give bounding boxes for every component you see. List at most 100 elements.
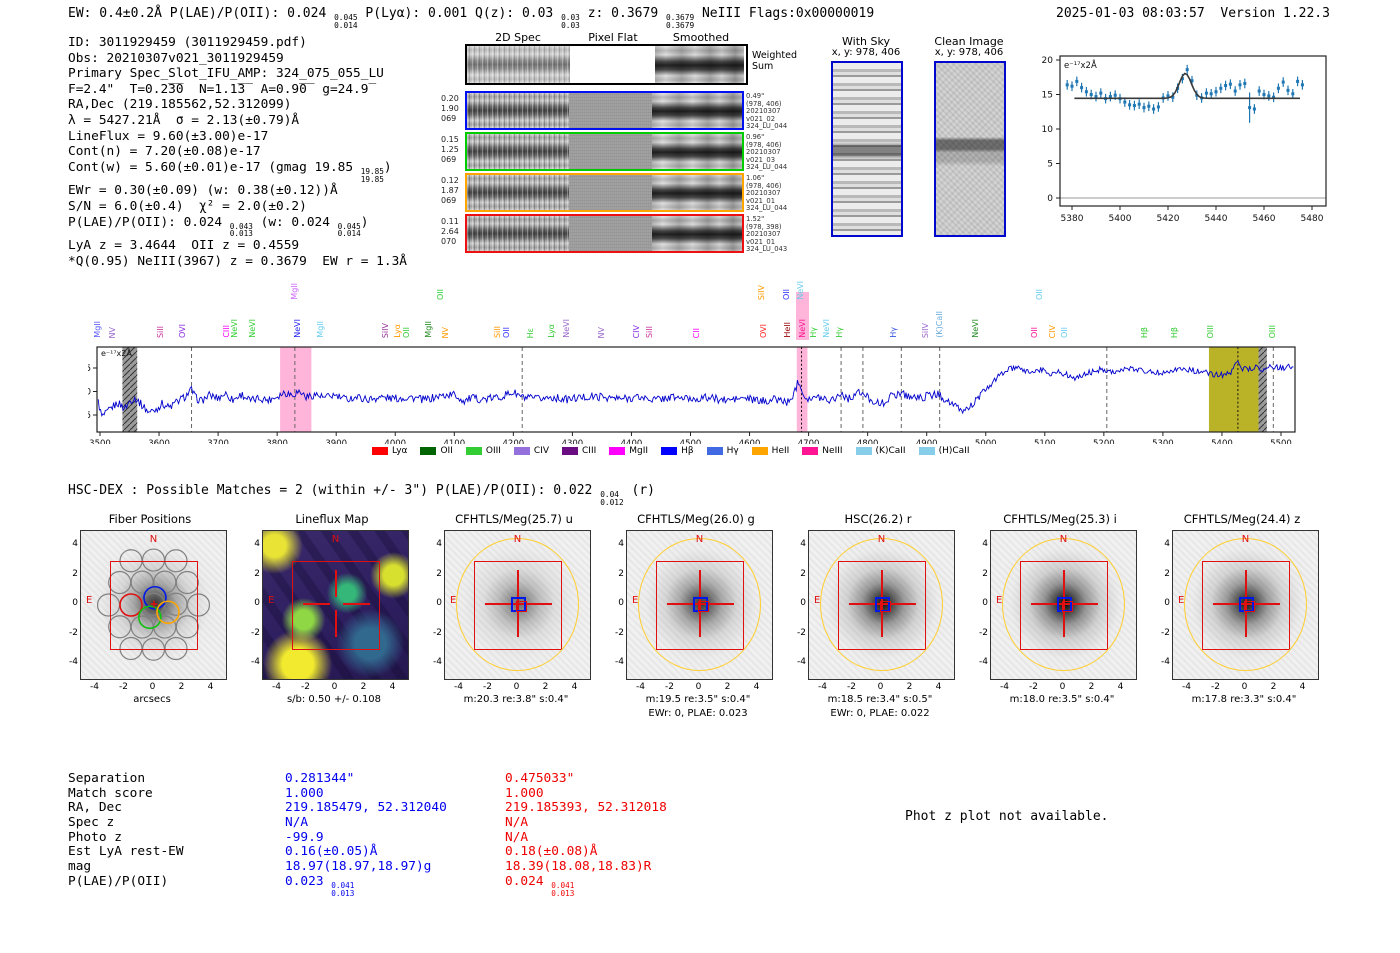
x-tick-label: 4 bbox=[753, 682, 760, 692]
emission-line-label: SiII bbox=[644, 325, 654, 338]
y-tick-label: 0 bbox=[800, 598, 806, 609]
info-line: EWr = 0.30(±0.09) (w: 0.38(±0.12))Å bbox=[68, 183, 407, 199]
x-tick-label: 2 bbox=[906, 682, 913, 692]
text-segment: ) bbox=[383, 159, 392, 175]
emission-line-label: NeVI bbox=[561, 319, 571, 338]
version-label: Version 1.22.3 bbox=[1220, 6, 1330, 21]
st-spec2d-strip bbox=[467, 93, 569, 128]
emission-line-label: HeII bbox=[783, 322, 793, 338]
compass-east: E bbox=[1178, 595, 1185, 606]
fiber-layout bbox=[96, 548, 211, 661]
legend-label: OIII bbox=[485, 446, 501, 456]
compass-north: N bbox=[877, 534, 886, 545]
header-stats-line: EW: 0.4±0.2Å P(LAE)/P(OII): 0.024 0.045 0… bbox=[68, 6, 874, 30]
svg-text:5500: 5500 bbox=[1270, 439, 1292, 444]
legend-swatch bbox=[420, 447, 437, 455]
text-segment: Primary Spec_Slot_IFU_AMP: 324_075_055_L… bbox=[68, 66, 384, 82]
match-row-label: Separation bbox=[68, 771, 146, 786]
info-line: Cont(w) = 5.60(±0.01)e-17 (gmag 19.85 19… bbox=[68, 160, 407, 184]
compass-east: E bbox=[86, 595, 93, 606]
x-tick-label: -4 bbox=[1000, 682, 1009, 692]
emission-line-label: OII bbox=[1060, 326, 1070, 338]
spec2d-header-pixelflat: Pixel Flat bbox=[588, 31, 638, 44]
emission-line-label: Hγ bbox=[834, 327, 844, 338]
match-candidate-1-value: 18.97(18.97,18.97)g bbox=[285, 859, 505, 874]
x-tick-label: 2 bbox=[542, 682, 549, 692]
clean-coords: x, y: 978, 406 bbox=[934, 47, 1004, 58]
svg-text:4000: 4000 bbox=[384, 439, 406, 444]
st-smooth-strip bbox=[652, 216, 742, 251]
svg-text:0: 0 bbox=[1047, 194, 1053, 204]
smoothed-weighted-strip bbox=[655, 46, 744, 83]
match-table-row: P(LAE)/P(OII) 0.023 0.041 0.013 0.024 0.041… bbox=[68, 874, 825, 897]
y-tick-label: 2 bbox=[72, 568, 78, 579]
emission-line-label: NeVI bbox=[796, 281, 806, 300]
text-segment: Cont(w) = 5.60(±0.01)e-17 (gmag 19.85 bbox=[68, 159, 361, 175]
match-table-row: RA, Dec 219.185479, 52.312040 219.185393, … bbox=[68, 800, 825, 815]
spec2d-row: 0.12 1.87 069 1.06" (978, 406) 20210307 v021_0… bbox=[441, 173, 787, 212]
x-tick-label: 0 bbox=[1241, 682, 1248, 692]
x-tick-label: -4 bbox=[454, 682, 463, 692]
cutout-panel: CFHTLS/Meg(26.0) g N E 4 -4 2 -2 0 0 -2 2 -4 4 m:19.5… bbox=[615, 510, 794, 728]
y-tick-label: -4 bbox=[615, 657, 624, 668]
y-tick-label: 4 bbox=[254, 539, 260, 549]
y-tick-label: 2 bbox=[254, 568, 260, 579]
svg-text:5460: 5460 bbox=[1253, 214, 1276, 224]
y-tick-label: 2 bbox=[618, 568, 624, 579]
match-candidate-2-value: 0.475033" bbox=[505, 771, 825, 786]
x-tick-label: 2 bbox=[724, 682, 731, 692]
match-candidate-2-value: 0.024 0.041 0.013 bbox=[505, 874, 825, 898]
y-tick-label: -2 bbox=[979, 627, 988, 638]
text-segment: F=2.4" T=0.2̅3̅0 N=1.1̅3̅ A=0.9̅0̅ g=24.… bbox=[68, 81, 369, 97]
info-line: λ = 5427.21Å σ = 2.13(±0.79)Å bbox=[68, 113, 407, 129]
text-segment: (r) bbox=[623, 483, 656, 498]
legend-swatch bbox=[855, 447, 872, 455]
legend-swatch bbox=[706, 447, 723, 455]
extraction-region-box bbox=[292, 561, 380, 650]
legend-label: (H)CaII bbox=[938, 446, 970, 456]
emission-line-label: NeVI bbox=[247, 319, 257, 338]
x-tick-label: 0 bbox=[513, 682, 520, 692]
emission-line-label: OIII bbox=[1206, 324, 1216, 338]
info-line: *Q(0.95) NeIII(3967) z = 0.3679 EW r = 1… bbox=[68, 254, 407, 270]
match-candidate-2-value: 0.18(±0.08)Å bbox=[505, 844, 825, 859]
info-line: F=2.4" T=0.2̅3̅0 N=1.1̅3̅ A=0.9̅0̅ g=24.… bbox=[68, 82, 407, 98]
cutout-panel: CFHTLS/Meg(25.3) i N E 4 -4 2 -2 0 0 -2 2 -4 4 m:18.0… bbox=[979, 510, 1158, 728]
y-tick-label: -2 bbox=[251, 627, 260, 638]
info-line: P(LAE)/P(OII): 0.024 0.043 0.013 (w: 0.02… bbox=[68, 215, 407, 239]
legend-label: CIV bbox=[533, 446, 550, 456]
svg-text:3800: 3800 bbox=[266, 439, 288, 444]
legend-item: HeII bbox=[751, 446, 790, 456]
x-tick-label: -2 bbox=[847, 682, 856, 692]
legend-item: (K)CaII bbox=[855, 446, 906, 456]
text-segment: 219.185393, 52.312018 bbox=[505, 800, 667, 816]
x-tick-label: -4 bbox=[272, 682, 281, 692]
uncertainty-fraction: 19.85 19.85 bbox=[360, 166, 384, 184]
svg-text:3900: 3900 bbox=[325, 439, 347, 444]
x-tick-label: 0 bbox=[1059, 682, 1066, 692]
fiber-id-label: 0.96" (978, 406) 20210307 v021_03 324_LU_044 bbox=[746, 133, 788, 172]
legend-label: (K)CaII bbox=[875, 446, 906, 456]
match-row-label: Est LyA rest-EW bbox=[68, 844, 184, 860]
compass-north: N bbox=[1059, 534, 1068, 545]
y-tick-label: 2 bbox=[1164, 568, 1170, 579]
weighted-sum-label: Weighted Sum bbox=[752, 50, 797, 72]
legend-label: MgII bbox=[629, 446, 649, 456]
legend-label: HeII bbox=[771, 446, 790, 456]
catalog-match-table: Separation 0.281344" 0.475033" Match score 1… bbox=[68, 771, 825, 897]
svg-text:4800: 4800 bbox=[857, 439, 879, 444]
match-candidate-1-value: -99.9 bbox=[285, 830, 505, 845]
fiber-id-label: 1.52" (978, 398) 20210307 v021_01 324_LU_043 bbox=[746, 215, 788, 254]
y-tick-label: 0 bbox=[618, 598, 624, 609]
emission-line-label: OII bbox=[1034, 288, 1044, 300]
aperture-ellipse bbox=[1184, 538, 1307, 671]
aperture-ellipse bbox=[1002, 538, 1125, 671]
x-tick-label: -2 bbox=[1211, 682, 1220, 692]
y-tick-label: 0 bbox=[1164, 598, 1170, 609]
legend-label: Lyα bbox=[392, 446, 408, 456]
info-line: Cont(n) = 7.20(±0.08)e-17 bbox=[68, 144, 407, 160]
legend-swatch bbox=[661, 447, 678, 455]
cutout-title: Fiber Positions bbox=[108, 512, 192, 526]
